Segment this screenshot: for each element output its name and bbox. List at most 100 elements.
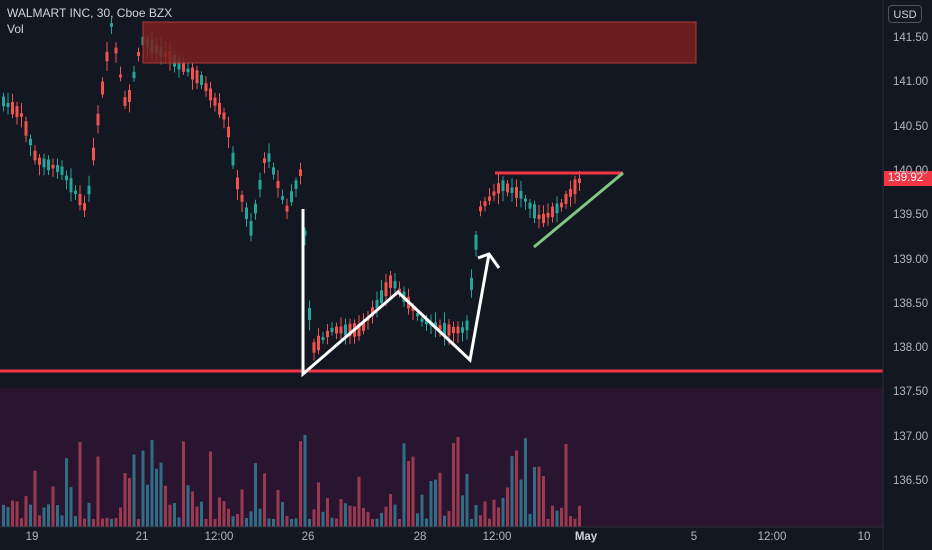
candle-body <box>137 52 140 56</box>
volume-bar <box>281 501 284 527</box>
volume-bar <box>74 516 77 527</box>
candle-body <box>11 102 14 115</box>
volume-bar <box>470 518 473 527</box>
candle-body <box>524 198 527 202</box>
candle-body <box>384 282 388 297</box>
candle-body <box>438 325 442 330</box>
volume-bar <box>416 513 419 527</box>
candle-body <box>551 206 554 217</box>
price-tick-label: 139.50 <box>893 209 929 222</box>
candle-body <box>33 150 37 161</box>
volume-bar <box>132 454 136 527</box>
volume-bar <box>65 458 68 527</box>
volume-bar <box>542 476 545 527</box>
volume-bar <box>177 517 181 527</box>
time-tick-label: 12:00 <box>204 531 234 543</box>
volume-bar <box>578 505 581 527</box>
volume-bar <box>452 443 455 527</box>
candle-body <box>546 212 550 218</box>
candle-body <box>362 322 365 331</box>
candle-body <box>348 323 352 337</box>
volume-bar <box>497 507 500 527</box>
volume-bar <box>506 487 509 527</box>
candle-body <box>177 58 181 70</box>
volume-bar <box>249 511 253 527</box>
candle-body <box>119 74 122 78</box>
candle-body <box>105 51 109 62</box>
candle-body <box>456 326 460 334</box>
candle-body <box>497 183 500 194</box>
volume-bar <box>434 479 437 527</box>
volume-bar <box>407 460 410 527</box>
volume-bar <box>191 491 194 527</box>
candle-body <box>204 83 208 92</box>
time-tick-label: 26 <box>301 531 315 543</box>
candle-body <box>20 113 23 117</box>
candle-body <box>488 196 491 201</box>
candle-body <box>213 97 217 106</box>
volume-bar <box>83 518 86 527</box>
volume-bar <box>213 518 217 527</box>
price-tick-label: 139.00 <box>893 253 929 266</box>
volume-bar <box>375 518 379 527</box>
candle-body <box>29 138 32 146</box>
candle-body <box>276 180 280 189</box>
currency-button[interactable]: USD <box>888 5 922 23</box>
volume-bar <box>236 513 239 527</box>
volume-bar <box>308 518 311 527</box>
price-tick-label: 137.50 <box>893 386 929 399</box>
candle-body <box>227 126 230 138</box>
candle-body <box>186 68 190 73</box>
time-tick-label: May <box>574 531 598 543</box>
volume-bar <box>6 506 10 527</box>
volume-bar <box>492 499 496 527</box>
candle-body <box>479 206 482 212</box>
volume-bar <box>461 495 464 527</box>
candle-body <box>15 106 19 118</box>
volume-bar <box>344 503 347 527</box>
w-pattern-drawing[interactable] <box>301 209 491 378</box>
symbol-title: WALMART INC, 30, Cboe BZX <box>7 6 173 20</box>
volume-bar <box>389 494 392 527</box>
candle-body <box>357 323 361 337</box>
price-tick-label: 141.50 <box>893 32 929 44</box>
candle-body <box>96 113 100 126</box>
candle-body <box>515 187 518 198</box>
arrow-head <box>477 252 501 269</box>
candle-body <box>461 327 464 333</box>
price-tick-label: 136.50 <box>893 475 929 487</box>
price-tick-label: 138.50 <box>893 297 929 310</box>
volume-bar <box>483 501 487 527</box>
candle-body <box>69 178 73 193</box>
time-tick-label: 21 <box>135 531 149 543</box>
volume-bar <box>573 518 577 527</box>
volume-bar <box>222 501 226 527</box>
candle-body <box>420 318 424 322</box>
candle-body <box>326 330 329 338</box>
candle-body <box>65 175 68 181</box>
time-tick-label: 5 <box>690 531 698 543</box>
candle-body <box>209 88 212 101</box>
volume-bar <box>510 456 514 527</box>
volume-bar <box>182 441 185 527</box>
candle-body <box>74 190 77 195</box>
candle-body <box>380 290 383 303</box>
candle-body <box>182 62 185 72</box>
volume-bar <box>501 497 505 527</box>
volume-bar <box>245 518 248 527</box>
candle-body <box>564 193 568 204</box>
candle-body <box>254 203 257 214</box>
volume-bar <box>24 496 28 527</box>
candle-body <box>339 326 343 334</box>
volume-bar <box>474 504 478 527</box>
candlestick-series <box>2 17 581 361</box>
candle-body <box>240 194 244 202</box>
candle-body <box>281 196 284 200</box>
candle-body <box>114 47 118 54</box>
candle-body <box>510 187 514 193</box>
supply-zone[interactable] <box>142 21 697 64</box>
ascending-trendline[interactable] <box>533 171 624 249</box>
volume-bar <box>393 504 397 527</box>
volume-bar <box>204 518 208 527</box>
